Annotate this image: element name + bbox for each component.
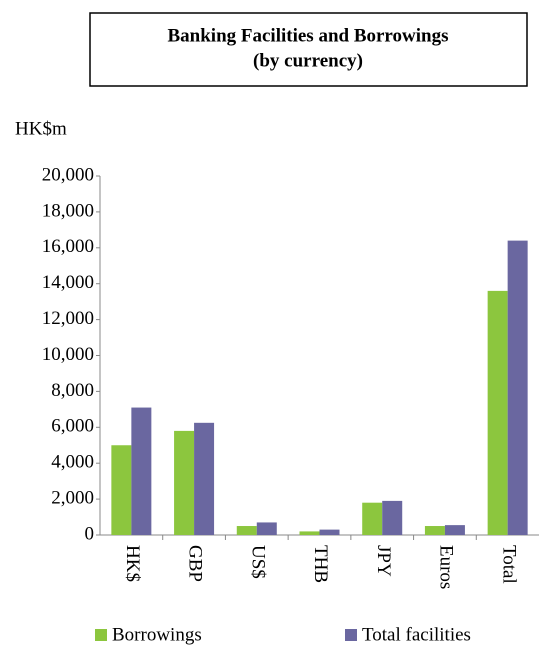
y-tick-label: 0 <box>85 523 95 544</box>
x-tick-label: JPY <box>373 545 394 577</box>
y-axis-label: HK$m <box>15 118 67 139</box>
bar <box>319 529 340 535</box>
y-tick-label: 16,000 <box>42 236 94 257</box>
x-tick-label: Total <box>498 545 519 584</box>
legend-swatch <box>95 629 107 641</box>
x-tick-label: GBP <box>185 545 206 582</box>
legend-label: Borrowings <box>112 624 202 645</box>
bar <box>111 445 132 535</box>
bar <box>299 531 320 535</box>
x-tick-label: Euros <box>436 545 457 589</box>
x-tick-label: HK$ <box>122 545 143 582</box>
bar <box>236 526 257 535</box>
bar <box>424 526 445 535</box>
y-tick-label: 20,000 <box>42 164 94 185</box>
y-tick-label: 4,000 <box>51 452 94 473</box>
y-tick-label: 2,000 <box>51 487 94 508</box>
y-tick-label: 14,000 <box>42 272 94 293</box>
y-tick-label: 8,000 <box>51 380 94 401</box>
bar <box>382 500 403 535</box>
y-tick-label: 12,000 <box>42 308 94 329</box>
y-tick-label: 6,000 <box>51 416 94 437</box>
chart-title: Banking Facilities and Borrowings <box>167 25 448 46</box>
bar <box>507 240 528 535</box>
bar <box>131 407 152 535</box>
legend-label: Total facilities <box>362 624 471 645</box>
legend-swatch <box>345 629 357 641</box>
bar <box>174 430 195 535</box>
bar <box>362 502 383 535</box>
bar <box>487 290 508 535</box>
title-box <box>89 12 528 87</box>
x-tick-label: THB <box>310 545 331 583</box>
bar <box>256 522 277 535</box>
x-tick-label: US$ <box>247 545 268 579</box>
bar <box>194 422 215 535</box>
bar <box>444 525 465 535</box>
chart-subtitle: (by currency) <box>253 50 363 71</box>
y-tick-label: 18,000 <box>42 200 94 221</box>
y-tick-label: 10,000 <box>42 344 94 365</box>
